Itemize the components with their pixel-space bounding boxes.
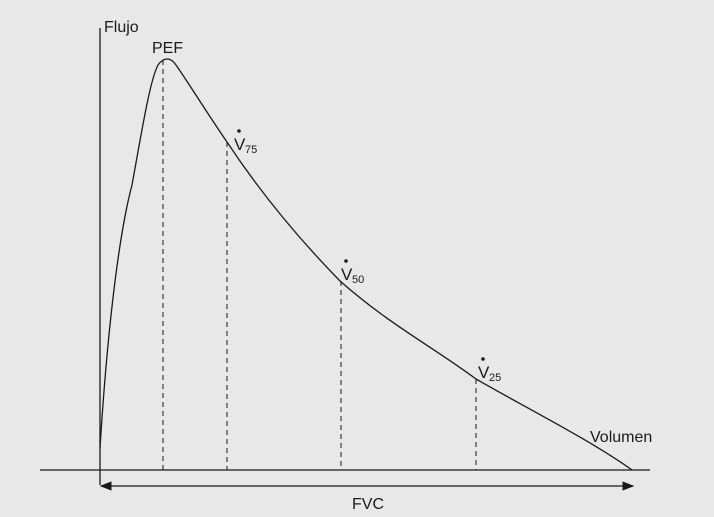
v25-symbol: V	[478, 363, 490, 382]
v50-dot	[344, 259, 348, 263]
v50-subscript: 50	[352, 274, 364, 286]
x-axis-label: Volumen	[590, 429, 652, 446]
v75-dot	[237, 129, 241, 133]
v25-marker: V 25	[478, 357, 501, 384]
fvc-label: FVC	[352, 496, 384, 513]
v50-symbol: V	[341, 265, 353, 284]
flow-volume-curve	[99, 58, 633, 471]
v75-subscript: 75	[245, 144, 257, 156]
v75-symbol: V	[234, 135, 246, 154]
v50-marker: V 50	[341, 259, 364, 286]
peak-label: PEF	[152, 40, 183, 57]
v75-marker: V 75	[234, 129, 257, 156]
v25-dot	[481, 357, 485, 361]
y-axis-label: Flujo	[104, 19, 139, 36]
v25-subscript: 25	[489, 372, 501, 384]
